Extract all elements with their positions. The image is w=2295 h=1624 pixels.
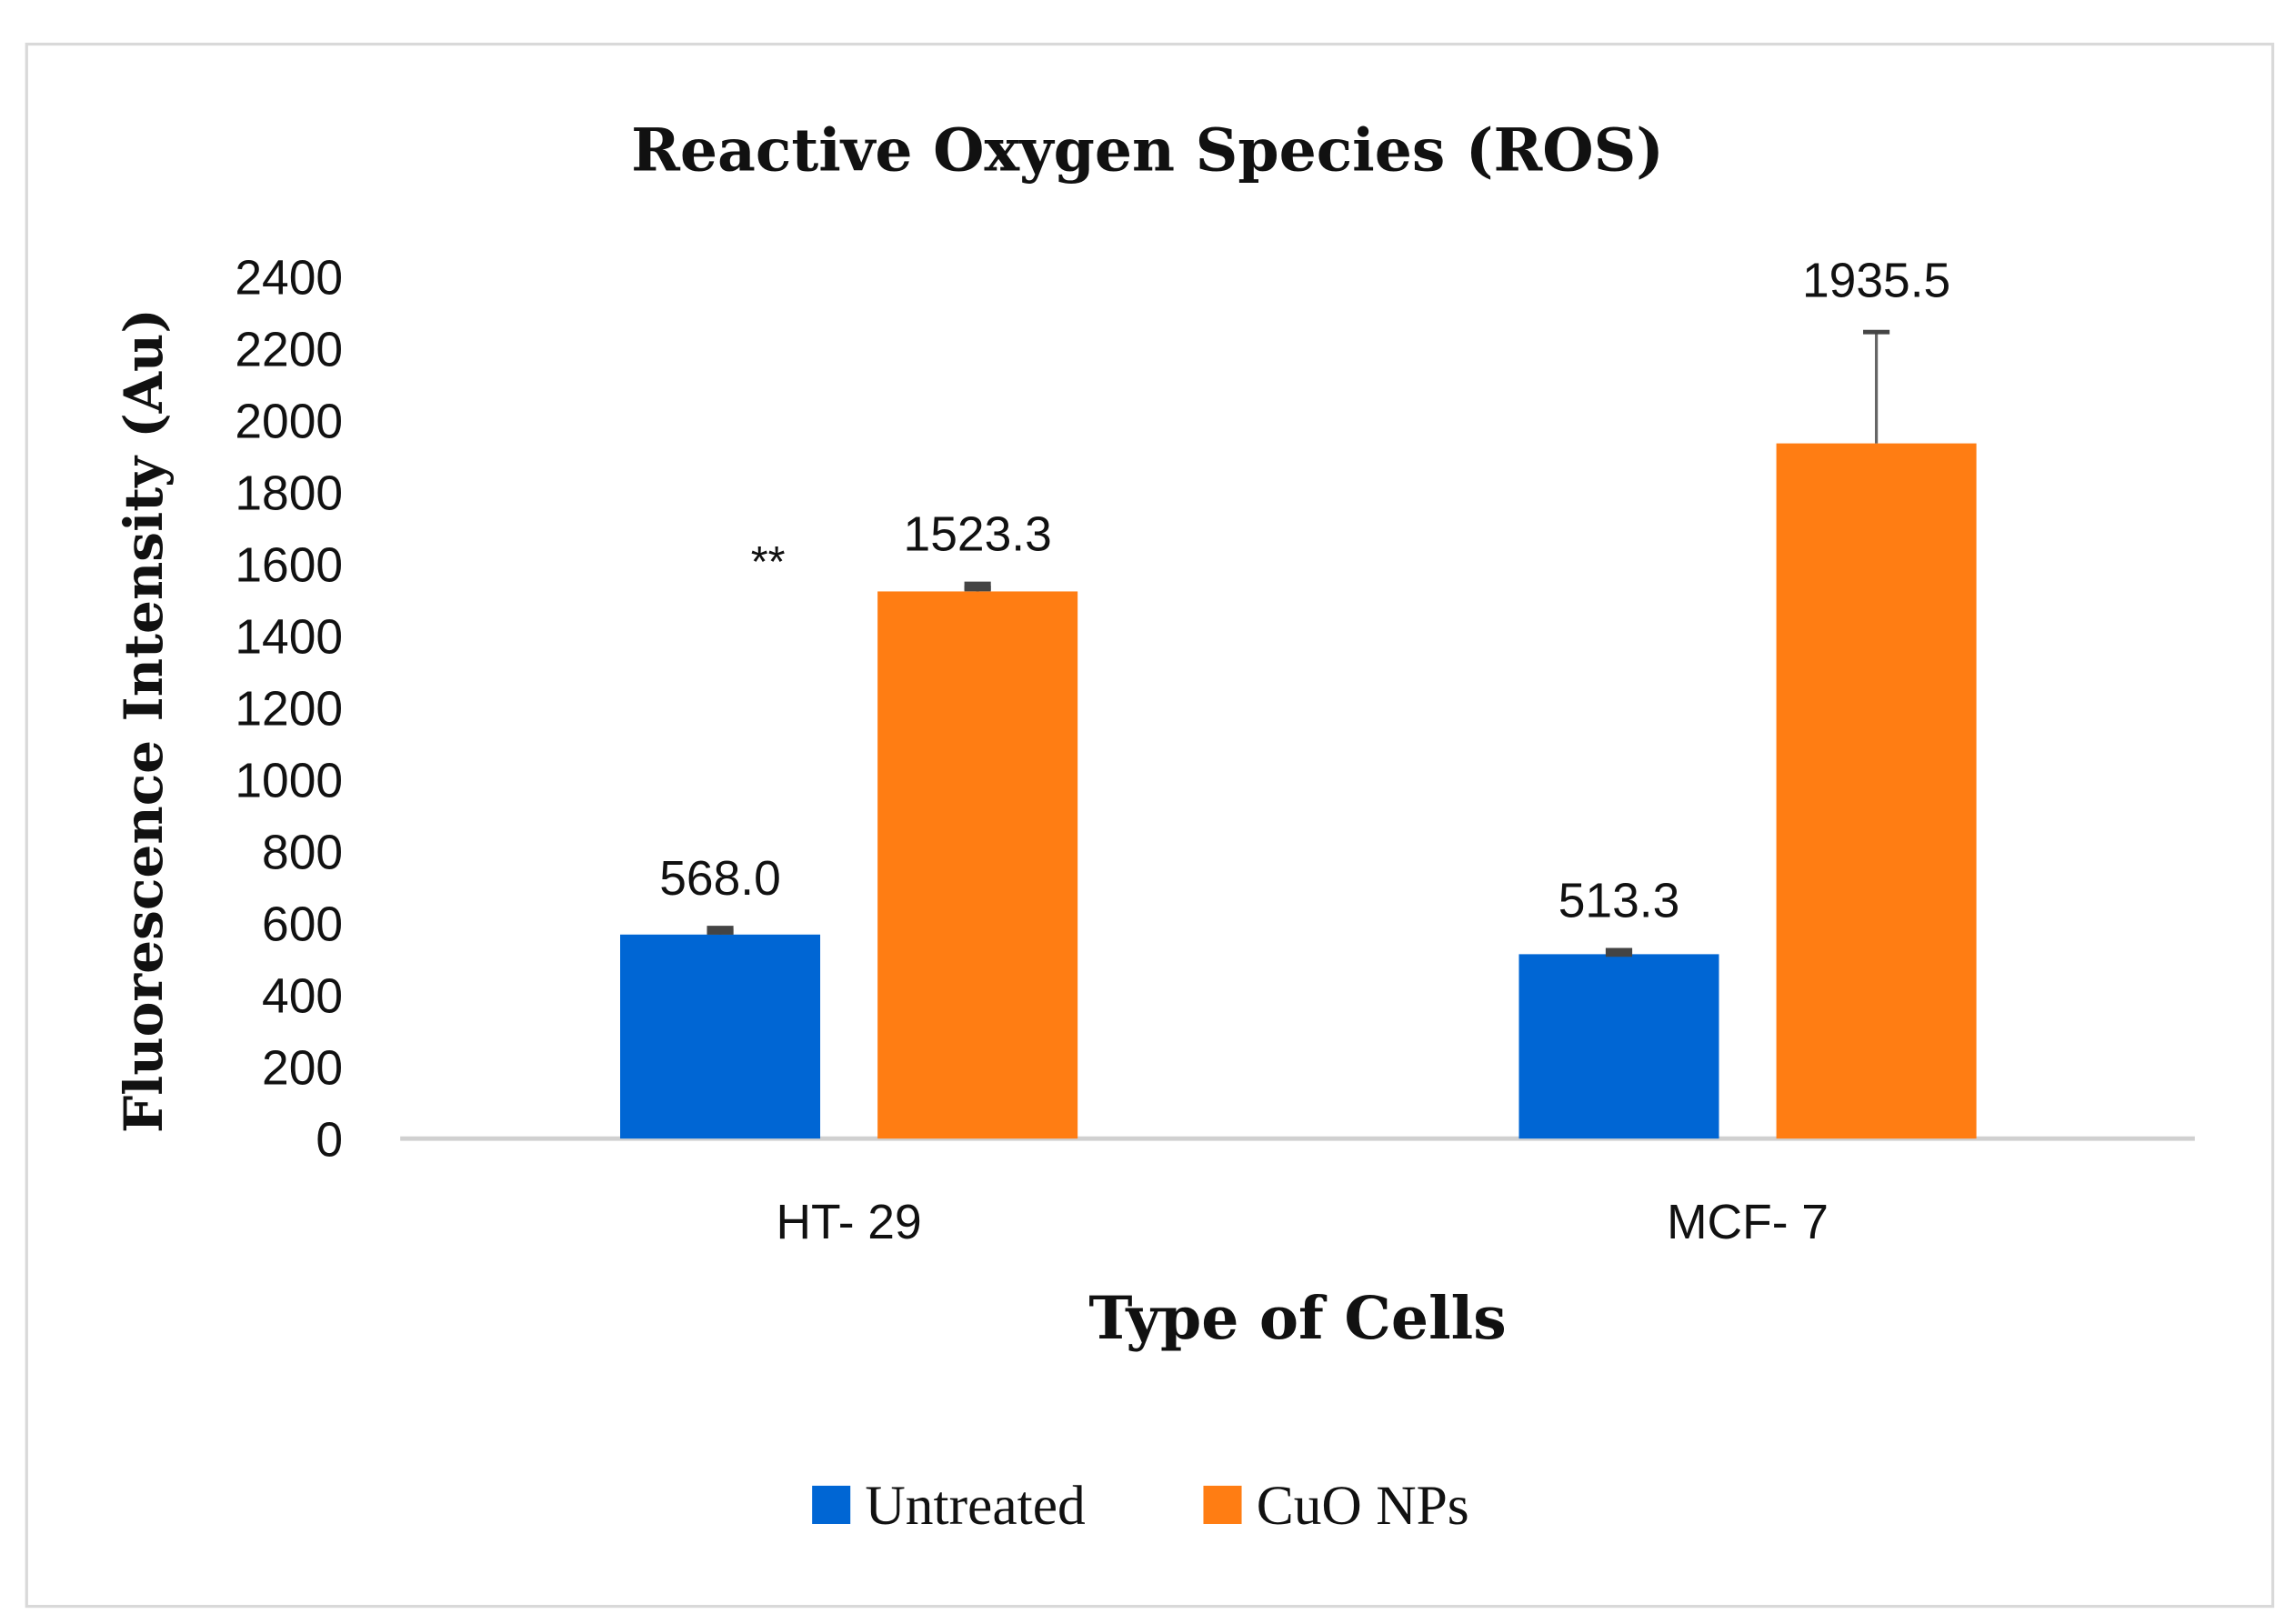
bar-cuo-nps — [877, 591, 1078, 1139]
y-tick-label: 400 — [262, 970, 343, 1024]
y-tick-label: 1400 — [235, 611, 343, 665]
data-label: 1935.5 — [1802, 254, 1950, 307]
y-tick-label: 0 — [316, 1114, 343, 1168]
y-tick-label: 800 — [262, 827, 343, 880]
data-label: 513.3 — [1558, 875, 1680, 928]
y-tick-label: 2200 — [235, 324, 343, 377]
x-axis-label: Type of Cells — [1088, 1284, 1506, 1353]
x-tick-label: MCF- 7 — [1667, 1196, 1829, 1249]
y-tick-label: 600 — [262, 898, 343, 952]
legend-swatch — [1203, 1485, 1242, 1524]
legend-label: CuO NPs — [1257, 1475, 1469, 1537]
y-tick-label: 1200 — [235, 683, 343, 737]
bar-untreated — [1518, 954, 1719, 1139]
y-tick-label: 200 — [262, 1042, 343, 1096]
legend-label: Untreated — [865, 1475, 1085, 1537]
y-tick-label: 1000 — [235, 755, 343, 808]
y-tick-label: 2000 — [235, 396, 343, 449]
significance-marker: ** — [751, 537, 786, 586]
data-label: 568.0 — [659, 852, 781, 906]
bar-untreated — [620, 934, 821, 1139]
y-axis-label: Fluorescence Intensity (Au) — [112, 308, 175, 1133]
legend-swatch — [812, 1485, 851, 1524]
y-tick-label: 2400 — [235, 252, 343, 306]
y-tick-label: 1600 — [235, 539, 343, 593]
data-label: 1523.3 — [904, 508, 1052, 562]
x-tick-label: HT- 29 — [777, 1196, 922, 1249]
bar-cuo-nps — [1776, 443, 1977, 1139]
y-tick-label: 1800 — [235, 467, 343, 521]
chart-title: Reactive Oxygen Species (ROS) — [631, 116, 1664, 185]
